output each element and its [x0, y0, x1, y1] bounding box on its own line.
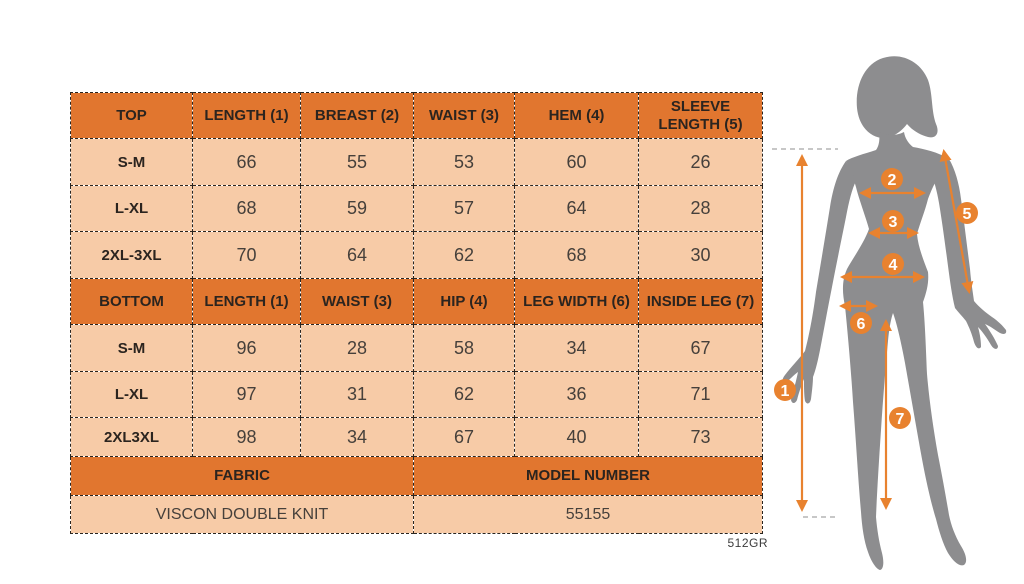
marker-number: 4 [889, 257, 898, 274]
size-label: S-M [70, 324, 193, 372]
measure-marker-6: 6 [850, 312, 872, 334]
marker-circle [889, 407, 911, 429]
value-cell: 53 [413, 138, 515, 186]
info-header-row: FABRIC MODEL NUMBER [70, 456, 763, 496]
header-hip-4: HIP (4) [413, 278, 515, 325]
size-chart-table: TOP LENGTH (1) BREAST (2) WAIST (3) HEM … [70, 92, 763, 534]
size-label: S-M [70, 138, 193, 186]
value-cell: 40 [514, 417, 639, 457]
header-inside-leg-7: INSIDE LEG (7) [638, 278, 763, 325]
value-cell: 28 [300, 324, 414, 372]
marker-circle [956, 202, 978, 224]
measure-marker-7: 7 [889, 407, 911, 429]
silhouette-left-arm [782, 161, 856, 404]
value-cell: 62 [413, 231, 515, 279]
silhouette-body [842, 132, 967, 570]
silhouette-head [856, 56, 938, 139]
size-label: 2XL-3XL [70, 231, 193, 279]
style-code: 512GR [727, 536, 768, 550]
header-bottom: BOTTOM [70, 278, 193, 325]
size-label: L-XL [70, 371, 193, 418]
value-cell: 71 [638, 371, 763, 418]
marker-circle [882, 253, 904, 275]
value-cell: 96 [192, 324, 301, 372]
marker-circle [881, 168, 903, 190]
header-length-1: LENGTH (1) [192, 278, 301, 325]
header-waist-3: WAIST (3) [300, 278, 414, 325]
model-number-value: 55155 [413, 495, 763, 534]
table-row: 2XL3XL 98 34 67 40 73 [70, 417, 763, 457]
woman-silhouette-graphic [782, 56, 1007, 570]
marker-number: 3 [889, 214, 898, 231]
value-cell: 28 [638, 185, 763, 232]
silhouette-right-arm [932, 159, 1007, 349]
header-model-number: MODEL NUMBER [413, 456, 763, 496]
measure-marker-2: 2 [881, 168, 903, 190]
info-value-row: VISCON DOUBLE KNIT 55155 [70, 495, 763, 534]
value-cell: 68 [514, 231, 639, 279]
table-row: 2XL-3XL 70 64 62 68 30 [70, 231, 763, 279]
value-cell: 62 [413, 371, 515, 418]
value-cell: 57 [413, 185, 515, 232]
size-label: L-XL [70, 185, 193, 232]
marker-number: 1 [781, 383, 790, 400]
value-cell: 64 [300, 231, 414, 279]
marker-circle [774, 379, 796, 401]
table-row: S-M 66 55 53 60 26 [70, 138, 763, 186]
value-cell: 60 [514, 138, 639, 186]
value-cell: 64 [514, 185, 639, 232]
header-sleeve-length-5: SLEEVE LENGTH (5) [638, 92, 763, 139]
marker-number: 5 [963, 206, 972, 223]
marker-number: 7 [896, 411, 905, 428]
value-cell: 67 [638, 324, 763, 372]
marker-circle [850, 312, 872, 334]
header-top: TOP [70, 92, 193, 139]
bottom-header-row: BOTTOM LENGTH (1) WAIST (3) HIP (4) LEG … [70, 278, 763, 325]
value-cell: 55 [300, 138, 414, 186]
top-header-row: TOP LENGTH (1) BREAST (2) WAIST (3) HEM … [70, 92, 763, 139]
header-hem-4: HEM (4) [514, 92, 639, 139]
marker-circle [882, 210, 904, 232]
marker-number: 6 [857, 316, 866, 333]
fabric-value: VISCON DOUBLE KNIT [70, 495, 414, 534]
marker-number: 2 [888, 172, 897, 189]
header-fabric: FABRIC [70, 456, 414, 496]
header-waist-3: WAIST (3) [413, 92, 515, 139]
value-cell: 73 [638, 417, 763, 457]
value-cell: 98 [192, 417, 301, 457]
value-cell: 97 [192, 371, 301, 418]
value-cell: 66 [192, 138, 301, 186]
table-row: S-M 96 28 58 34 67 [70, 324, 763, 372]
value-cell: 70 [192, 231, 301, 279]
value-cell: 67 [413, 417, 515, 457]
arrow-sleeve-5 [939, 149, 974, 294]
table-row: L-XL 68 59 57 64 28 [70, 185, 763, 232]
value-cell: 31 [300, 371, 414, 418]
header-leg-width-6: LEG WIDTH (6) [514, 278, 639, 325]
value-cell: 34 [300, 417, 414, 457]
measure-marker-3: 3 [882, 210, 904, 232]
value-cell: 58 [413, 324, 515, 372]
value-cell: 30 [638, 231, 763, 279]
measure-marker-5: 5 [956, 202, 978, 224]
measure-marker-1: 1 [774, 379, 796, 401]
measure-marker-4: 4 [882, 253, 904, 275]
